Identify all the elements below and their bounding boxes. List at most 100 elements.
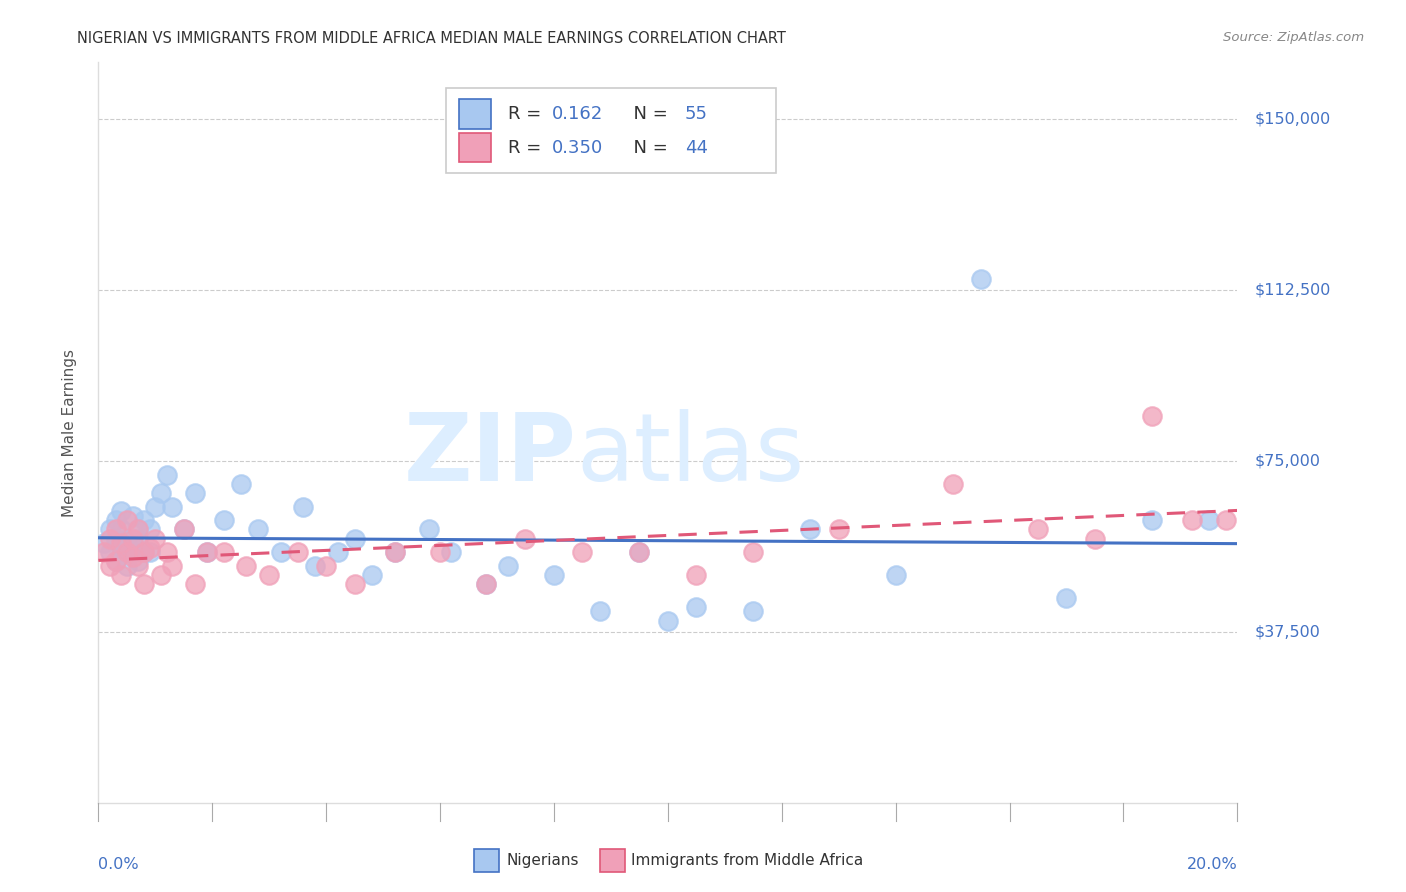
Point — [1026, 523, 1049, 537]
Point — [571, 545, 593, 559]
Point — [150, 486, 173, 500]
Point — [304, 558, 326, 573]
Point — [1181, 513, 1204, 527]
Point — [229, 476, 252, 491]
Point — [98, 545, 121, 559]
Text: $150,000: $150,000 — [1254, 112, 1330, 127]
Point — [110, 541, 132, 555]
Point — [440, 545, 463, 559]
Point — [628, 545, 651, 559]
Point — [657, 614, 679, 628]
Point — [104, 554, 127, 568]
Point — [970, 272, 993, 286]
Point — [98, 558, 121, 573]
Point — [1056, 591, 1078, 605]
Point — [121, 549, 143, 564]
Point — [121, 508, 143, 523]
Text: NIGERIAN VS IMMIGRANTS FROM MIDDLE AFRICA MEDIAN MALE EARNINGS CORRELATION CHART: NIGERIAN VS IMMIGRANTS FROM MIDDLE AFRIC… — [77, 31, 786, 46]
Text: 20.0%: 20.0% — [1187, 857, 1237, 872]
Text: $112,500: $112,500 — [1254, 283, 1330, 298]
Point — [685, 568, 707, 582]
Point — [326, 545, 349, 559]
Point — [156, 467, 179, 482]
Point — [384, 545, 406, 559]
Point — [315, 558, 337, 573]
Point — [127, 523, 149, 537]
Point — [1198, 513, 1220, 527]
Point — [343, 577, 366, 591]
Point — [115, 545, 138, 559]
Text: N =: N = — [623, 138, 673, 157]
Point — [1140, 513, 1163, 527]
Point — [110, 536, 132, 550]
Text: 44: 44 — [685, 138, 709, 157]
Point — [799, 523, 821, 537]
Point — [98, 532, 121, 546]
Point — [184, 486, 207, 500]
Point — [259, 568, 281, 582]
Point — [93, 545, 115, 559]
Point — [110, 504, 132, 518]
Text: ZIP: ZIP — [404, 409, 576, 500]
Point — [588, 604, 610, 618]
Point — [474, 577, 496, 591]
Text: 0.350: 0.350 — [551, 138, 603, 157]
Point — [685, 599, 707, 614]
Point — [132, 513, 155, 527]
Point — [127, 558, 149, 573]
Point — [429, 545, 451, 559]
Point — [138, 541, 160, 555]
Point — [121, 545, 143, 559]
Point — [104, 523, 127, 537]
Point — [212, 545, 235, 559]
FancyBboxPatch shape — [460, 133, 491, 162]
Point — [828, 523, 851, 537]
Point — [270, 545, 292, 559]
Point — [93, 536, 115, 550]
Text: R =: R = — [509, 105, 547, 123]
Point — [115, 558, 138, 573]
Point — [115, 545, 138, 559]
Point — [235, 558, 257, 573]
Point — [742, 545, 765, 559]
Text: Source: ZipAtlas.com: Source: ZipAtlas.com — [1223, 31, 1364, 45]
Text: 0.0%: 0.0% — [98, 857, 139, 872]
Point — [127, 532, 149, 546]
Point — [942, 476, 965, 491]
FancyBboxPatch shape — [474, 849, 499, 871]
FancyBboxPatch shape — [599, 849, 624, 871]
Text: Immigrants from Middle Africa: Immigrants from Middle Africa — [631, 853, 863, 868]
Text: 55: 55 — [685, 105, 709, 123]
Point — [195, 545, 218, 559]
Text: Median Male Earnings: Median Male Earnings — [62, 349, 77, 516]
Point — [121, 536, 143, 550]
Point — [115, 513, 138, 527]
Point — [515, 532, 537, 546]
Point — [246, 523, 269, 537]
Point — [292, 500, 315, 514]
Point — [173, 523, 195, 537]
Point — [1140, 409, 1163, 423]
Point — [628, 545, 651, 559]
Point — [145, 500, 167, 514]
FancyBboxPatch shape — [460, 99, 491, 129]
Point — [132, 545, 155, 559]
Point — [150, 568, 173, 582]
Text: $75,000: $75,000 — [1254, 454, 1320, 468]
Point — [115, 532, 138, 546]
Point — [1084, 532, 1107, 546]
Point — [360, 568, 382, 582]
Point — [121, 532, 143, 546]
Point — [173, 523, 195, 537]
Point — [343, 532, 366, 546]
Text: 0.162: 0.162 — [551, 105, 603, 123]
Point — [104, 532, 127, 546]
Point — [98, 523, 121, 537]
Point — [104, 513, 127, 527]
Point — [127, 523, 149, 537]
Point — [418, 523, 440, 537]
Point — [127, 554, 149, 568]
Point — [110, 568, 132, 582]
Text: N =: N = — [623, 105, 673, 123]
Point — [1215, 513, 1237, 527]
